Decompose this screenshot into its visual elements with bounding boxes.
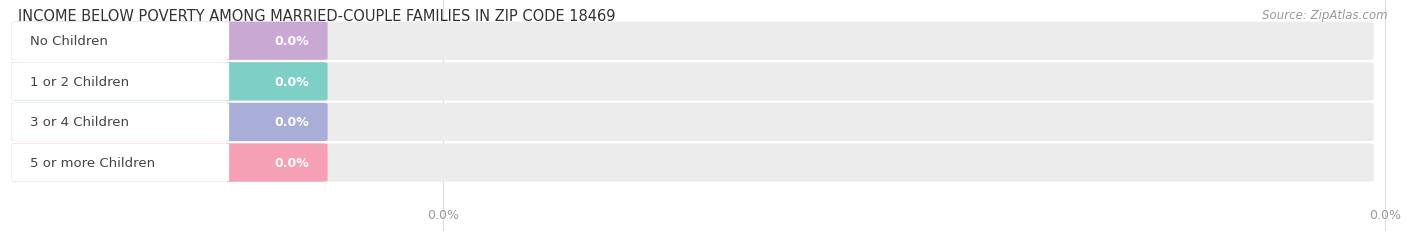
Text: 0.0%: 0.0% [274,116,309,129]
Text: 3 or 4 Children: 3 or 4 Children [30,116,128,129]
Text: 0.0%: 0.0% [1369,208,1400,221]
Text: 0.0%: 0.0% [274,76,309,88]
FancyBboxPatch shape [11,144,328,182]
FancyBboxPatch shape [11,103,328,141]
FancyBboxPatch shape [11,103,229,141]
FancyBboxPatch shape [11,144,1374,182]
Text: 5 or more Children: 5 or more Children [30,156,155,169]
Text: INCOME BELOW POVERTY AMONG MARRIED-COUPLE FAMILIES IN ZIP CODE 18469: INCOME BELOW POVERTY AMONG MARRIED-COUPL… [18,9,616,24]
FancyBboxPatch shape [11,63,229,101]
Text: 0.0%: 0.0% [427,208,458,221]
Text: 0.0%: 0.0% [274,35,309,48]
FancyBboxPatch shape [11,63,1374,101]
FancyBboxPatch shape [11,22,1374,61]
Text: 0.0%: 0.0% [274,156,309,169]
Text: 1 or 2 Children: 1 or 2 Children [30,76,129,88]
FancyBboxPatch shape [11,144,229,182]
FancyBboxPatch shape [11,63,328,101]
Text: Source: ZipAtlas.com: Source: ZipAtlas.com [1263,9,1388,22]
Text: No Children: No Children [30,35,107,48]
FancyBboxPatch shape [11,103,1374,141]
FancyBboxPatch shape [11,22,229,61]
FancyBboxPatch shape [11,22,328,61]
